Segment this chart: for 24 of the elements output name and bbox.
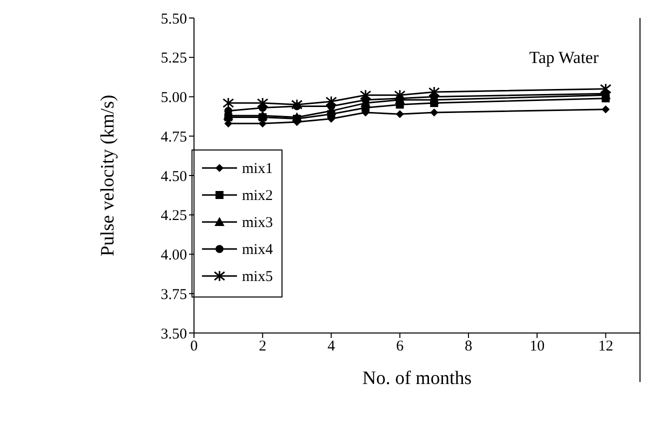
y-tick-label: 3.50 <box>160 326 187 342</box>
y-tick-label: 5.50 <box>160 11 187 28</box>
y-tick-label: 5.00 <box>160 90 187 106</box>
x-tick-label: 2 <box>258 338 266 355</box>
legend-label: mix1 <box>242 161 273 177</box>
x-tick-label: 8 <box>464 338 472 355</box>
x-tick-label: 0 <box>190 338 198 355</box>
y-tick-label: 3.75 <box>160 286 187 303</box>
x-tick-label: 10 <box>530 338 545 355</box>
x-axis-title: No. of months <box>362 368 472 389</box>
legend-label: mix4 <box>242 242 274 258</box>
y-axis-title: Pulse velocity (km/s) <box>98 94 119 256</box>
y-tick-label: 4.00 <box>160 248 187 264</box>
legend-label: mix5 <box>242 269 273 285</box>
y-tick-label: 4.50 <box>160 168 187 185</box>
y-tick-label: 4.25 <box>160 208 187 224</box>
y-tick-label: 5.25 <box>160 50 187 67</box>
x-tick-label: 4 <box>327 338 336 355</box>
x-tick-label: 12 <box>598 338 614 355</box>
annotation: Tap Water <box>529 48 599 67</box>
x-tick-label: 6 <box>396 338 404 355</box>
y-tick-label: 4.75 <box>160 129 187 146</box>
legend-label: mix3 <box>242 215 273 231</box>
legend-label: mix2 <box>242 188 273 204</box>
